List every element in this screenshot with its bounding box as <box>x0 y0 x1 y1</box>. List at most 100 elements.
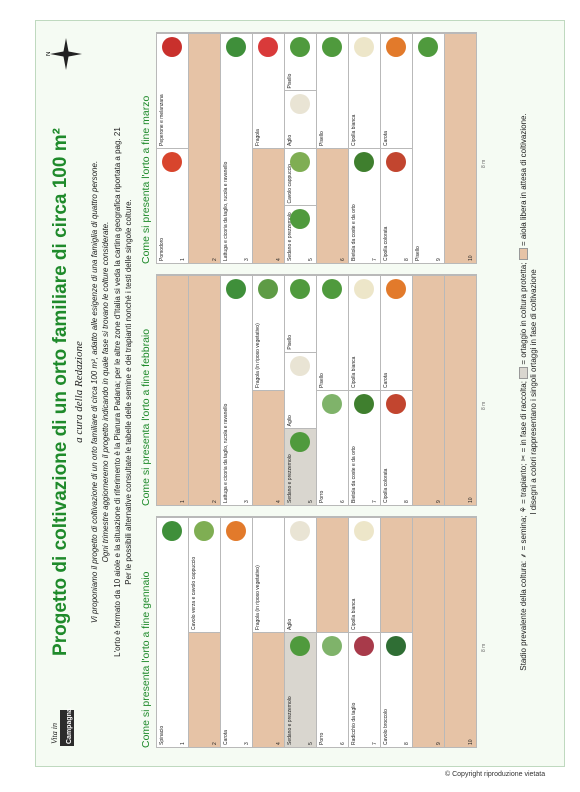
crop-label: Spinacio <box>159 725 165 745</box>
crop-cell: Peperone e melanzana <box>157 33 188 148</box>
crop-cell: Pisello <box>285 33 316 91</box>
plant-illustration-icon <box>258 37 278 57</box>
free-bed-cell <box>317 148 348 263</box>
bed-number: 8 <box>404 500 410 503</box>
plant-illustration-icon <box>386 37 406 57</box>
crop-label: Pisello <box>319 131 325 146</box>
plant-illustration-icon <box>354 394 374 414</box>
bed-number: 1 <box>180 500 186 503</box>
crop-cell: Porro <box>317 632 348 747</box>
transplant-icon: ⚘ <box>519 503 528 514</box>
crop-label: Bietola da coste e da orto <box>351 446 357 503</box>
crop-cell: Carota <box>381 275 412 390</box>
width-label-mar: 8 m <box>481 159 487 168</box>
crop-label: Cavolo broccolo <box>383 709 389 745</box>
crop-label: Cipolla colorata <box>383 226 389 261</box>
crop-cell: Sedano e prezzemolo <box>285 632 316 747</box>
crop-cell: Aglio <box>285 90 316 148</box>
free-bed-cell <box>157 275 188 505</box>
bed-number: 6 <box>340 742 346 745</box>
plant-illustration-icon <box>290 94 310 115</box>
free-bed-cell <box>381 517 412 632</box>
crop-cell: Sedano e prezzemolo <box>285 205 316 263</box>
garden-bed-row: 10 <box>445 517 476 747</box>
bed-number: 1 <box>180 742 186 745</box>
bed-number: 3 <box>244 742 250 745</box>
crop-cell: Bietola da coste e da orto <box>349 390 380 505</box>
plant-illustration-icon <box>226 521 246 541</box>
plant-illustration-icon <box>226 279 246 299</box>
garden-bed-row: Cipolla colorata Carota 8 <box>381 275 413 505</box>
plant-illustration-icon <box>162 37 182 57</box>
garden-bed-row: Fragola (in riposo vegetativo) 4 <box>253 517 285 747</box>
crop-label: Cipolla bianca <box>351 598 357 630</box>
crop-cell: Radicchio da taglio <box>349 632 380 747</box>
plant-illustration-icon <box>354 152 374 172</box>
legend-sowing: = semina; <box>519 515 528 551</box>
crop-label: Peperone e melanzana <box>159 94 165 146</box>
crop-label: Cipolla bianca <box>351 114 357 146</box>
bed-number: 5 <box>308 258 314 261</box>
garden-bed-row: 9 <box>413 517 445 747</box>
garden-bed-row: Fragola (in riposo vegetativo) 4 <box>253 275 285 505</box>
garden-bed-row: Pisello 6 <box>317 33 349 263</box>
crop-cell: Spinacio <box>157 517 188 747</box>
free-swatch <box>519 248 529 261</box>
garden-bed-row: Cavolo broccolo 8 <box>381 517 413 747</box>
legend-free: = aiola libera in attesa di coltivazione… <box>519 113 528 247</box>
garden-bed-row: Sedano e prezzemolo Aglio 5 <box>285 517 317 747</box>
harvest-icon: ✂ <box>519 452 528 462</box>
free-bed-cell <box>253 632 284 747</box>
crop-label: Porro <box>319 732 325 745</box>
bed-number: 6 <box>340 258 346 261</box>
garden-bed-row: 2 <box>189 275 221 505</box>
sowing-icon: ⸙ <box>519 550 528 559</box>
bed-number: 6 <box>340 500 346 503</box>
compass-n: N <box>46 52 52 56</box>
bed-number: 5 <box>308 500 314 503</box>
bed-number: 10 <box>468 739 474 745</box>
garden-bed-row: Fragola 4 <box>253 33 285 263</box>
crop-label: Fragola (in riposo vegetativo) <box>255 323 261 388</box>
bed-number: 9 <box>436 258 442 261</box>
legend-protected: = ortaggio in coltura protetta; <box>519 262 528 365</box>
crop-cell: Cipolla colorata <box>381 390 412 505</box>
crop-cell: Fragola <box>253 33 284 148</box>
free-bed-cell <box>413 275 444 505</box>
intro-line-2: Ogni trimestre aggiorneremo il progetto … <box>101 221 110 563</box>
legend-intro: Stadio prevalente della coltura: <box>519 560 528 671</box>
crop-cell: Carota <box>221 517 252 747</box>
plant-illustration-icon <box>354 521 374 541</box>
crop-cell: Cavolo cappuccio <box>285 148 316 206</box>
bed-number: 2 <box>212 258 218 261</box>
crop-label: Fragola <box>255 129 261 146</box>
crop-cell: Pisello <box>317 275 348 390</box>
crop-label: Carota <box>383 372 389 388</box>
crop-cell: Cipolla bianca <box>349 275 380 390</box>
crop-cell: Lattuga e cicoria da taglio, rucola e ra… <box>221 275 252 505</box>
garden-bed-row: Bietola da coste e da orto Cipolla bianca… <box>349 33 381 263</box>
logo: Vita in Campagna <box>46 708 76 748</box>
crop-label: Pomodoro <box>159 237 165 261</box>
panel-february: Come si presenta l'orto a fine febbraio … <box>140 274 477 506</box>
plant-illustration-icon <box>386 152 406 172</box>
intro-line-4: Per le possibili alternative consultate … <box>124 199 133 585</box>
bed-number: 2 <box>212 500 218 503</box>
free-bed-cell <box>317 517 348 632</box>
intro-line-1: Vi proponiamo il progetto di coltivazion… <box>90 160 99 624</box>
bed-number: 2 <box>212 742 218 745</box>
page-subtitle: a cura della Redazione <box>73 341 85 443</box>
bed-number: 8 <box>404 742 410 745</box>
crop-cell: Aglio <box>285 517 316 632</box>
garden-bed-row: Pisello 9 <box>413 33 445 263</box>
crop-label: Sedano e prezzemolo <box>287 454 293 503</box>
plant-illustration-icon <box>354 37 374 57</box>
bed-number: 4 <box>276 742 282 745</box>
plant-illustration-icon <box>194 521 214 541</box>
plant-illustration-icon <box>290 355 310 376</box>
page-title: Progetto di coltivazione di un orto fami… <box>50 128 71 656</box>
crop-label: Pisello <box>415 246 421 261</box>
crop-cell: Pisello <box>413 33 444 263</box>
intro-line-3: L'orto è formato da 10 aiole e la situaz… <box>113 127 122 657</box>
plant-illustration-icon <box>386 636 406 656</box>
